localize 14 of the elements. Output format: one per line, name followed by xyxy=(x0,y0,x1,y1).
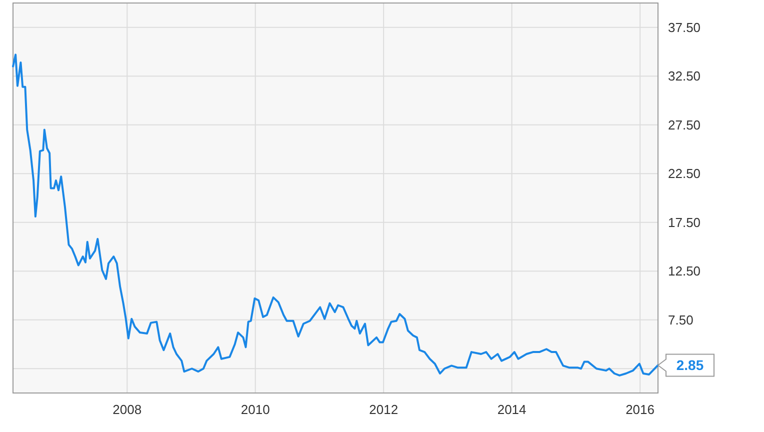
x-tick-label: 2014 xyxy=(497,402,526,417)
annotation: 2.85 xyxy=(676,357,704,374)
x-tick-label: 2010 xyxy=(240,402,270,417)
y-tick-label: 22.50 xyxy=(668,166,701,182)
y-tick-label: 37.50 xyxy=(668,20,701,35)
x-tick-label: 2008 xyxy=(112,402,142,417)
y-tick-label: 17.50 xyxy=(668,214,701,230)
y-tick-label: 32.50 xyxy=(668,68,701,84)
y-tick-label: 12.50 xyxy=(668,264,701,279)
line-series xyxy=(12,54,659,376)
y-tick-label: 7.50 xyxy=(668,312,694,328)
x-tick-label: 2016 xyxy=(626,402,655,417)
x-tick-label: 2012 xyxy=(369,402,398,417)
y-tick-label: 27.50 xyxy=(668,117,701,132)
